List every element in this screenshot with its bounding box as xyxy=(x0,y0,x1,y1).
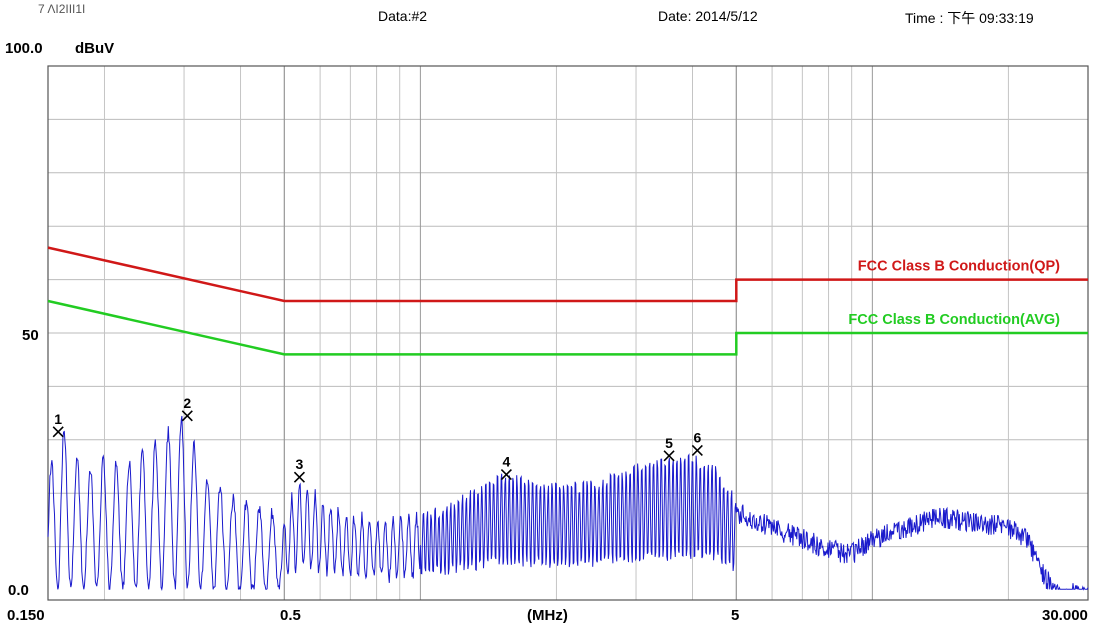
x-tick-label-0-5: 0.5 xyxy=(280,607,301,624)
y-tick-label-top: 100.0 xyxy=(5,40,43,57)
qp-limit-line xyxy=(47,246,1088,303)
y-axis-unit-label: dBuV xyxy=(75,40,115,57)
marker-5-cross xyxy=(663,450,675,462)
marker-3-label: 3 xyxy=(296,456,304,472)
avg-limit-label: FCC Class B Conduction(AVG) xyxy=(848,312,1060,328)
marker-2-label: 2 xyxy=(183,395,191,411)
x-tick-label-5: 5 xyxy=(731,607,740,624)
qp-limit-label: FCC Class B Conduction(QP) xyxy=(858,259,1060,275)
x-axis-unit-label: (MHz) xyxy=(527,607,568,624)
limit-lines: FCC Class B Conduction(QP) FCC Class B Co… xyxy=(47,246,1088,356)
x-tick-label-end: 30.000 xyxy=(1042,607,1088,624)
emission-trace-line xyxy=(47,415,1089,592)
y-tick-label-bottom: 0.0 xyxy=(8,582,29,599)
y-tick-label-mid: 50 xyxy=(22,327,39,344)
emission-trace xyxy=(47,415,1089,592)
marker-6-cross xyxy=(691,444,703,457)
marker-1-cross xyxy=(52,426,64,438)
marker-2-cross xyxy=(181,410,193,422)
avg-limit-line xyxy=(47,299,1088,356)
marker-4-label: 4 xyxy=(503,454,511,470)
header-date: Date: 2014/5/12 xyxy=(658,8,758,24)
marker-4-cross xyxy=(500,468,512,481)
marker-6-label: 6 xyxy=(693,429,701,445)
x-tick-label-start: 0.150 xyxy=(7,607,45,624)
peak-markers: 1 2 3 4 5 6 xyxy=(52,395,703,483)
marker-1-label: 1 xyxy=(54,411,62,427)
header-data-label: Data:#2 xyxy=(378,8,428,24)
marker-5-label: 5 xyxy=(665,435,673,451)
header-id: 7 ΛΙ2ΙΙΙ1Ι xyxy=(38,2,86,16)
marker-3-cross xyxy=(293,471,305,483)
header-time: Time : 下午 09:33:19 xyxy=(905,10,1034,26)
